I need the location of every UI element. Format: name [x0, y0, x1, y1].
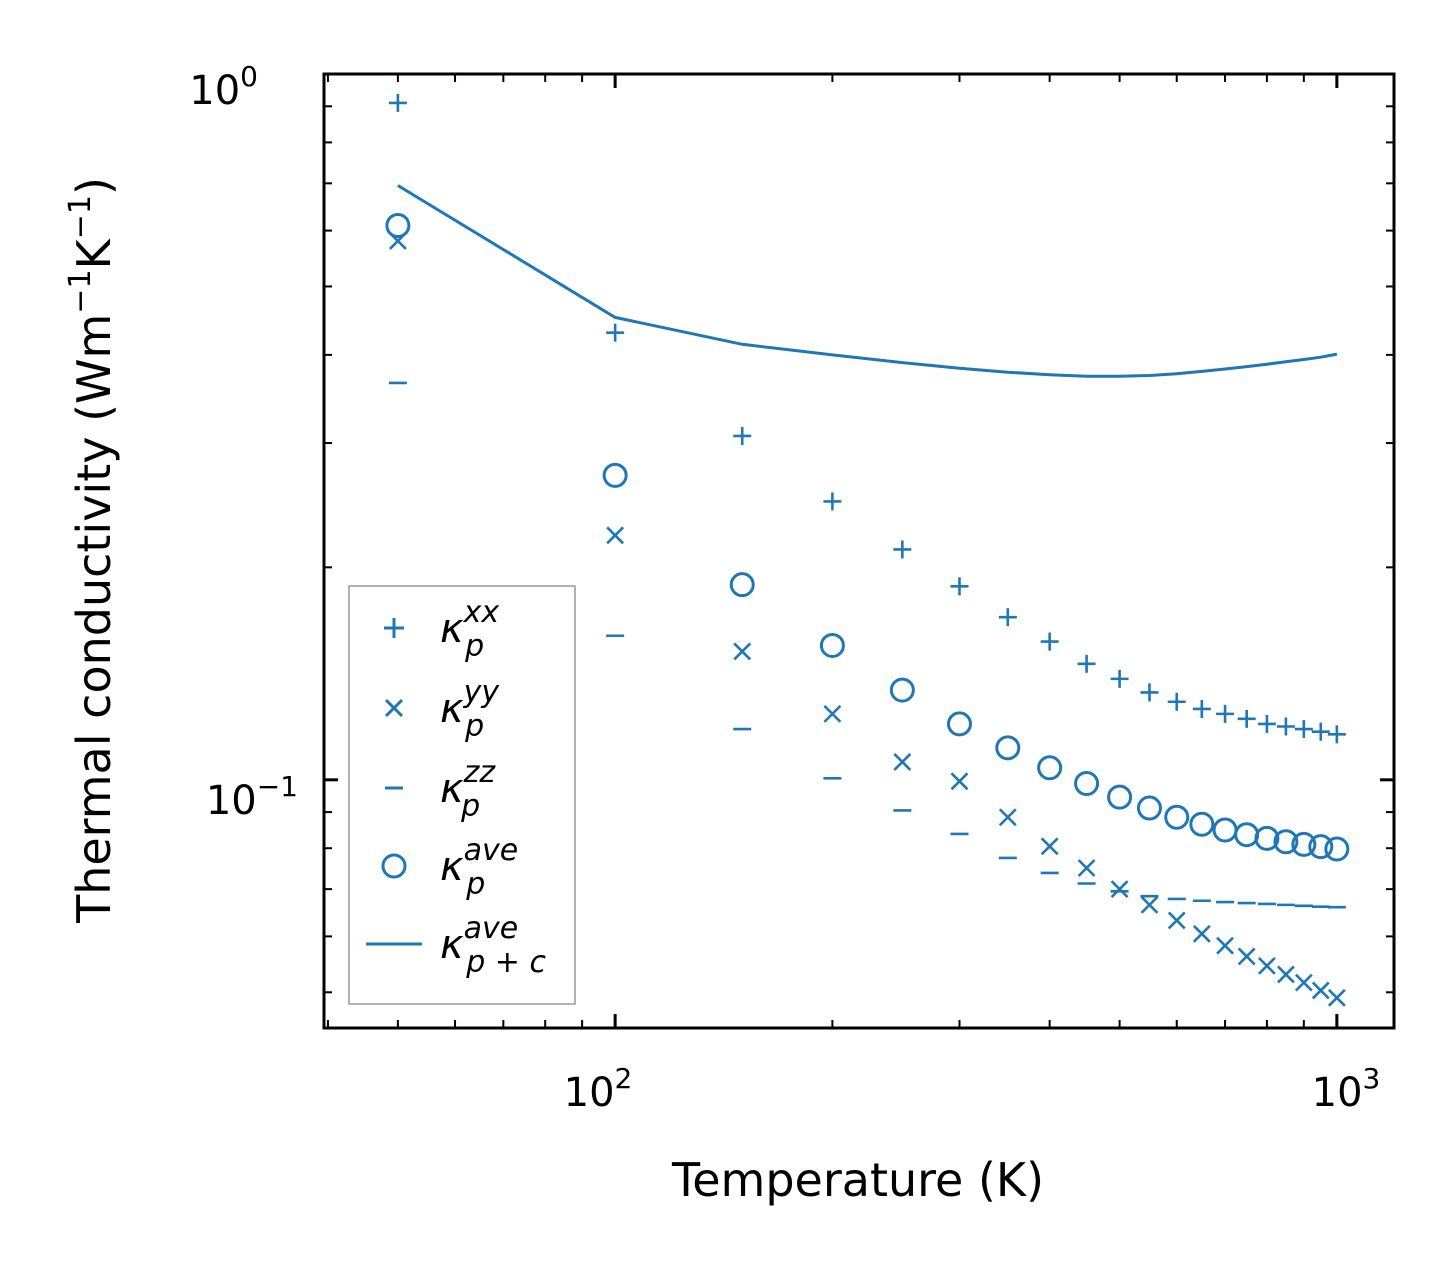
point-kp_xx [1140, 683, 1159, 702]
point-kp_yy [823, 704, 842, 723]
point-kp_xx [1192, 699, 1211, 718]
point-kp_yy [606, 526, 625, 545]
x-axis-label: Temperature (K) [671, 1153, 1044, 1207]
point-kp_ave [1037, 755, 1063, 781]
point-kp_xx [1167, 692, 1186, 711]
point-kp_ave [1234, 822, 1260, 848]
axes-frame [322, 72, 1396, 1030]
point-kp_xx [1216, 704, 1235, 723]
point-kp_ave [1254, 825, 1280, 851]
point-kp_xx [1077, 654, 1096, 673]
point-kp_yy [1110, 880, 1129, 899]
point-kp_ave [602, 462, 628, 488]
point-kp_xx [823, 492, 842, 511]
legend-label-kp-ave: κave p [440, 833, 518, 902]
point-kp_ave [1164, 804, 1190, 830]
point-kp_ave [1189, 811, 1215, 837]
point-kp_xx [1110, 669, 1129, 688]
point-kp_ave [1212, 817, 1238, 843]
point-kp_xx [1237, 709, 1256, 728]
legend-label-kp-zz: κzz p [440, 755, 496, 824]
point-kp_xx [388, 93, 407, 112]
legend-label-kp-xx: κxx p [440, 595, 499, 664]
point-kp_yy [1327, 988, 1346, 1007]
point-kp_yy [1216, 936, 1234, 955]
y-axis-label: Thermal conductivity (Wm−1K−1) [63, 177, 121, 924]
legend-marker-circle [381, 853, 407, 879]
point-kp_yy [1192, 924, 1211, 943]
point-kp_yy [893, 753, 912, 771]
point-kp_xx [950, 577, 969, 596]
point-kp_xx [606, 323, 625, 342]
point-kp_yy [1294, 973, 1313, 992]
point-kp_xx [1040, 632, 1059, 651]
point-kp_yy [1311, 981, 1330, 1000]
point-kp_ave [1324, 836, 1350, 862]
point-kp_ave [819, 632, 845, 658]
legend-label-kp-yy: κyy p [440, 675, 500, 744]
point-kp_ave [946, 711, 972, 737]
point-kp_xx [1327, 725, 1346, 744]
point-kp_ave [1136, 795, 1162, 821]
point-kp_yy [1167, 911, 1186, 930]
y-tick-label-1: 100 [189, 60, 258, 114]
x-tick-label-100: 102 [564, 1062, 633, 1116]
point-kp_xx [893, 540, 912, 559]
point-kp_yy [1140, 895, 1159, 914]
legend-marker-x-b [384, 698, 404, 718]
point-kp_ave [1273, 829, 1299, 855]
point-kp_xx [1311, 722, 1330, 741]
data-marks [385, 93, 1350, 1007]
point-kp_xx [1257, 714, 1276, 733]
point-kp_yy [1257, 956, 1276, 975]
point-kp_ave [995, 735, 1021, 761]
legend-box [348, 585, 576, 1005]
point-kp_ave [385, 213, 411, 239]
point-kp_yy [1077, 859, 1096, 877]
point-kp_xx [998, 608, 1017, 627]
point-kp_yy [1237, 947, 1256, 966]
x-tick-label-1000: 103 [1312, 1062, 1381, 1116]
point-kp_yy [733, 642, 752, 661]
legend: κxx p κyy p κzz p κave p κave p + c [348, 585, 576, 1005]
point-kp_yy [950, 772, 969, 791]
series-line-kpc_ave [397, 184, 1338, 378]
point-kp_yy [1276, 965, 1295, 984]
y-tick-label-0.1: 10−1 [206, 770, 298, 824]
point-kp_ave [889, 677, 915, 703]
point-kp_ave [1308, 834, 1334, 860]
point-kp_xx [1276, 717, 1295, 736]
point-kp_xx [733, 426, 752, 445]
point-kp_xx [1294, 720, 1313, 739]
point-kp_yy [998, 808, 1017, 827]
point-kp_ave [1291, 831, 1317, 857]
point-kp_ave [1107, 784, 1133, 810]
legend-label-kpc-ave: κave p + c [440, 911, 546, 980]
point-kp_yy [1040, 837, 1059, 856]
point-kp_ave [1074, 771, 1100, 797]
point-kp_ave [729, 572, 755, 598]
